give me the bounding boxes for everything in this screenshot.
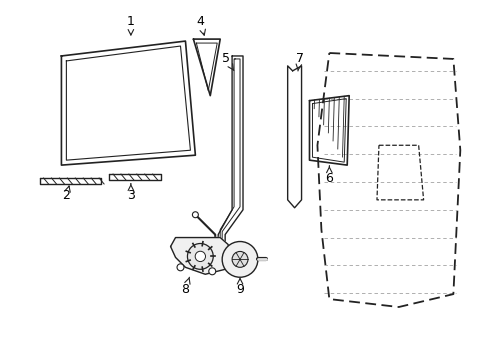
- Text: 7: 7: [295, 53, 303, 71]
- Text: 4: 4: [196, 15, 205, 35]
- Circle shape: [232, 251, 247, 267]
- Text: 5: 5: [222, 53, 233, 71]
- Circle shape: [208, 268, 215, 275]
- Circle shape: [192, 212, 198, 218]
- Text: 9: 9: [236, 279, 244, 296]
- Circle shape: [187, 243, 213, 269]
- Text: 1: 1: [127, 15, 135, 35]
- Polygon shape: [170, 238, 230, 274]
- Text: 2: 2: [62, 186, 70, 202]
- Circle shape: [195, 251, 205, 262]
- Text: 3: 3: [127, 184, 135, 202]
- Text: 6: 6: [325, 166, 333, 185]
- Circle shape: [222, 242, 257, 277]
- Text: 8: 8: [181, 277, 190, 296]
- Circle shape: [177, 264, 183, 271]
